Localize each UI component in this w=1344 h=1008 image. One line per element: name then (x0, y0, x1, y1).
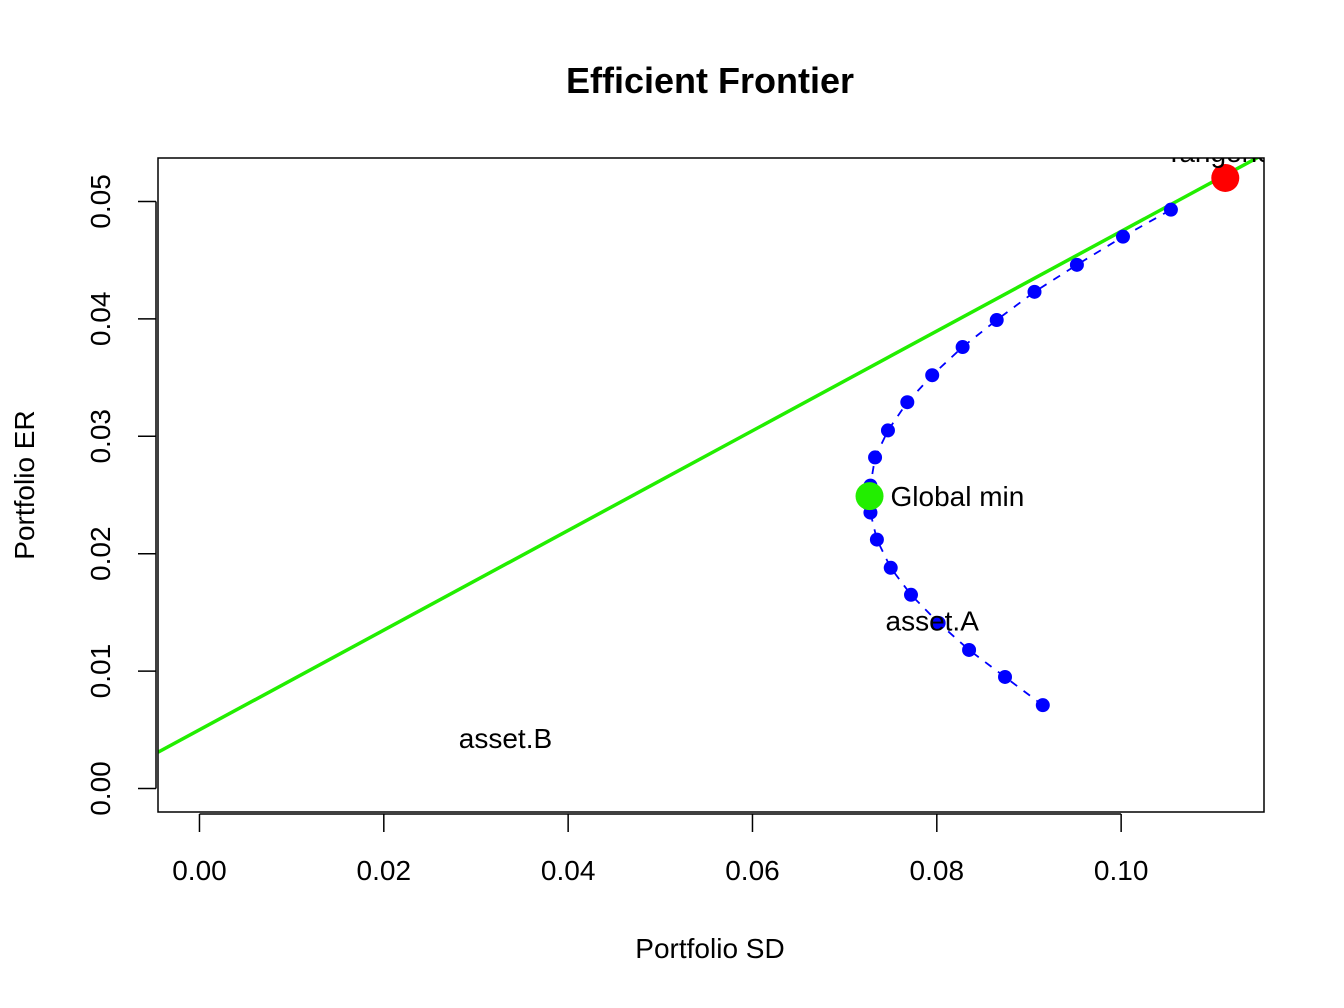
y-tick-label: 0.02 (85, 526, 116, 581)
y-tick-label: 0.05 (85, 174, 116, 229)
plot-area (158, 158, 1261, 754)
frontier-point (989, 313, 1004, 328)
asset-label: asset.B (459, 723, 552, 754)
frontier-point (998, 669, 1013, 684)
frontier-point (900, 395, 915, 410)
x-tick-label: 0.00 (172, 855, 227, 886)
x-tick-label: 0.02 (357, 855, 412, 886)
frontier-point (880, 423, 895, 438)
y-tick-label: 0.00 (85, 761, 116, 816)
tangency-line (158, 158, 1261, 754)
frontier-point (1069, 257, 1084, 272)
frontier-point (869, 532, 884, 547)
x-tick-label: 0.04 (541, 855, 596, 886)
x-axis-label: Portfolio SD (635, 933, 784, 964)
y-axis-label: Portfolio ER (9, 410, 40, 559)
x-tick-label: 0.08 (910, 855, 965, 886)
y-tick-label: 0.03 (85, 409, 116, 464)
annotation-layer: Global min Tangency asset.A asset.B (459, 137, 1285, 754)
frontier-point (955, 340, 970, 355)
frontier-point (1027, 284, 1042, 299)
x-tick-label: 0.10 (1094, 855, 1149, 886)
frontier-point (883, 560, 898, 575)
frontier-point (962, 642, 977, 657)
tangency-point (1211, 163, 1240, 192)
frontier-point (925, 368, 940, 383)
global-min-point (855, 482, 884, 511)
y-tick-label: 0.04 (85, 292, 116, 347)
y-axis: 0.00 0.01 0.02 0.03 0.04 0.05 (85, 174, 157, 816)
global-min-label: Global min (891, 481, 1025, 512)
plot-frame (157, 157, 1265, 813)
x-axis: 0.00 0.02 0.04 0.06 0.08 0.10 (172, 813, 1149, 886)
frontier-point (1035, 698, 1050, 713)
x-tick-label: 0.06 (725, 855, 780, 886)
y-tick-label: 0.01 (85, 644, 116, 699)
frontier-point (1115, 229, 1130, 244)
frontier-point (868, 450, 883, 465)
frontier-point (931, 615, 946, 630)
frontier-point (904, 587, 919, 602)
chart-title: Efficient Frontier (566, 60, 854, 101)
asset-label: asset.A (886, 606, 980, 637)
frontier-point (1163, 202, 1178, 217)
tangency-label: Tangency (1165, 137, 1285, 168)
